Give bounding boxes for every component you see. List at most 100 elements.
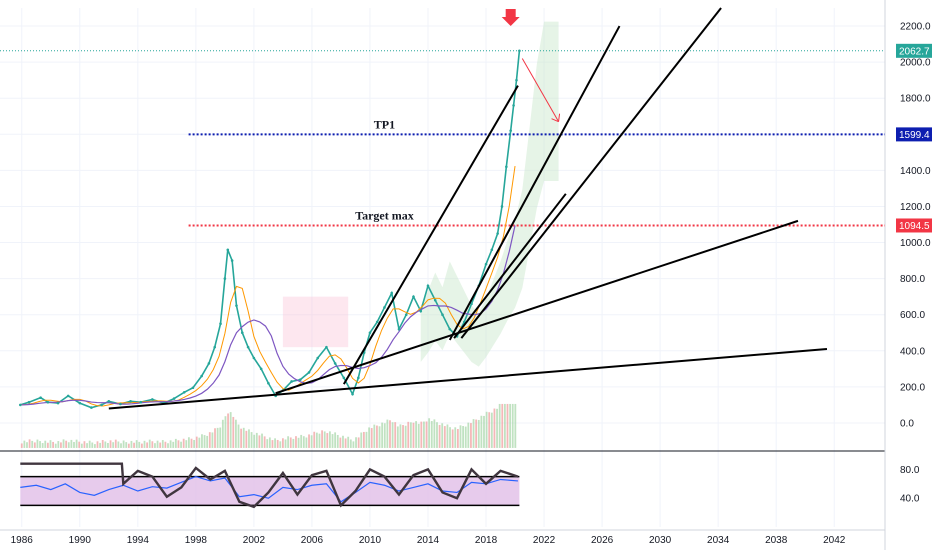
volume-bar (347, 436, 350, 448)
moving-average-line (21, 166, 516, 407)
price-point (90, 406, 93, 409)
volume-bar (459, 425, 462, 448)
trendline-layer (108, 7, 828, 410)
volume-bar (232, 416, 235, 448)
volume-bar (376, 425, 378, 448)
volume-bar (480, 415, 483, 448)
volume-bar (326, 433, 329, 448)
price-point (484, 262, 488, 266)
y-tick-label: 2200.0 (900, 22, 931, 33)
volume-bar (503, 403, 506, 448)
target-max-label: Target max (355, 208, 414, 222)
volume-bar (349, 439, 352, 448)
volume-bar (93, 444, 96, 448)
x-tick-label: 1986 (11, 535, 34, 546)
volume-bar (263, 436, 266, 448)
volume-bar (65, 440, 68, 448)
price-point (351, 392, 354, 396)
volume-bar (436, 422, 438, 448)
price-point (518, 49, 521, 53)
price-layer (19, 9, 561, 409)
price-point (240, 331, 244, 335)
trendline (108, 347, 828, 410)
x-tick-label: 1994 (127, 535, 150, 546)
volume-bar (509, 403, 512, 448)
volume-bar (148, 439, 151, 448)
volume-bar (224, 416, 227, 448)
price-point (259, 367, 263, 371)
volume-bar (180, 441, 182, 448)
volume-bar (182, 438, 185, 448)
x-tick-label: 1990 (69, 535, 92, 546)
volume-bar (195, 436, 198, 448)
volume-bar (91, 442, 94, 448)
volume-bar (396, 426, 399, 448)
volume-bar (284, 439, 287, 448)
projection-arrowhead (551, 113, 561, 123)
volume-bar (28, 439, 31, 448)
volume-bar (221, 419, 224, 448)
volume-bar (305, 437, 308, 448)
volume-bar (185, 440, 188, 448)
y-tick-label: 0.0 (900, 418, 914, 429)
volume-bar (342, 435, 344, 448)
volume-bar (250, 432, 253, 448)
price-point (433, 298, 437, 302)
x-tick-label: 2034 (707, 535, 730, 546)
y-tick-label: 200.0 (900, 382, 925, 393)
volume-bar (391, 422, 394, 448)
volume-bar (154, 443, 156, 448)
volume-bar (52, 441, 54, 448)
volume-bar (109, 440, 112, 448)
volume-bar (402, 425, 404, 448)
price-point (226, 248, 230, 252)
volume-bar (315, 432, 318, 448)
projection-arrow (521, 58, 559, 122)
volume-bar (54, 443, 57, 448)
price-point (412, 295, 415, 298)
volume-bar (282, 438, 284, 448)
y-tick-label: 1400.0 (900, 166, 931, 177)
price-point (316, 356, 320, 360)
volume-bar (67, 442, 70, 448)
volume-bar (96, 441, 99, 448)
price-point (151, 398, 154, 401)
price-point (129, 399, 132, 403)
volume-bar (279, 441, 282, 448)
volume-bar (75, 439, 78, 448)
volume-layer (20, 403, 517, 448)
volume-bar (368, 427, 370, 448)
volume-bar (70, 439, 73, 448)
volume-bar (120, 443, 122, 448)
volume-bar (78, 441, 81, 448)
price-point (223, 277, 227, 280)
cloud-area (282, 296, 349, 348)
volume-bar (26, 442, 28, 448)
volume-bar (261, 433, 263, 448)
price-point (307, 371, 311, 374)
price-point (490, 248, 494, 252)
volume-bar (133, 442, 135, 448)
price-point (509, 129, 512, 132)
volume-bar (167, 443, 169, 448)
price-series-line (20, 50, 521, 409)
volume-bar (143, 440, 146, 448)
price-point (357, 376, 360, 380)
price-point (66, 394, 70, 398)
volume-bar (488, 412, 491, 448)
volume-bar (114, 439, 117, 448)
trendline (460, 7, 722, 339)
levels-layer: TP1 Target max (0, 50, 885, 227)
volume-bar (107, 442, 109, 448)
volume-bar (446, 424, 449, 448)
price-point (230, 259, 234, 262)
volume-bar (428, 418, 431, 448)
price-point (325, 345, 328, 349)
volume-bar (20, 443, 23, 448)
price-point (191, 386, 195, 390)
volume-bar (490, 412, 493, 448)
volume-bar (501, 403, 504, 448)
price-point (207, 362, 211, 365)
volume-bar (216, 427, 219, 448)
